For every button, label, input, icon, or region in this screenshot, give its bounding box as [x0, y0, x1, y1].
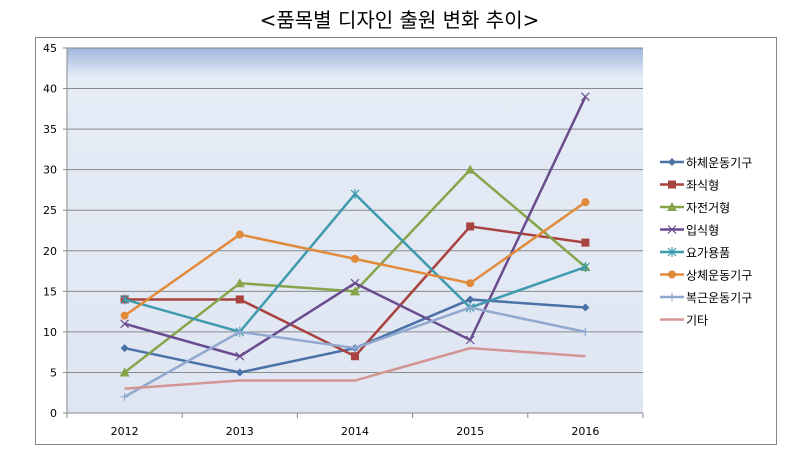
plus-marker	[120, 392, 129, 401]
chart-frame	[35, 37, 777, 445]
legend-item: 좌식형	[660, 179, 719, 193]
square-marker	[668, 180, 676, 189]
x-marker	[120, 319, 130, 329]
triangle-marker	[465, 164, 476, 174]
diamond-marker	[581, 303, 590, 312]
plus-marker	[466, 303, 475, 312]
y-tick-label: 5	[50, 366, 57, 379]
square-marker	[351, 352, 359, 361]
legend-label: 좌식형	[686, 179, 719, 193]
circle-marker	[235, 230, 244, 239]
legend-item: 복근운동기구	[660, 291, 752, 305]
diamond-marker	[668, 158, 676, 166]
x-tick-label: 2013	[226, 425, 254, 438]
triangle-marker	[234, 278, 245, 288]
series-5	[120, 189, 590, 337]
plus-marker	[668, 293, 676, 301]
y-tick-label: 30	[43, 164, 57, 177]
series-4	[120, 92, 590, 361]
square-marker	[235, 295, 244, 304]
triangle-marker	[667, 202, 677, 211]
x-tick-label: 2014	[341, 425, 369, 438]
square-marker	[581, 238, 590, 247]
series-7	[120, 303, 590, 401]
legend-label: 자전거형	[686, 201, 730, 215]
x-marker	[667, 225, 677, 234]
legend-item: 기타	[660, 314, 708, 328]
diamond-marker	[120, 344, 129, 353]
diamond-marker	[466, 295, 475, 304]
circle-marker	[668, 270, 676, 279]
legend-label: 기타	[686, 314, 708, 328]
series-line	[124, 346, 586, 390]
y-tick-label: 45	[43, 42, 57, 55]
plus-marker	[351, 344, 359, 353]
circle-marker	[581, 198, 590, 207]
y-tick-label: 35	[43, 123, 57, 136]
asterisk-marker	[120, 294, 130, 305]
x-marker	[235, 351, 245, 361]
legend-label: 요가용품	[686, 246, 730, 260]
x-tick-label: 2016	[571, 425, 599, 438]
circle-marker	[466, 279, 475, 288]
y-tick-label: 25	[43, 204, 57, 217]
legend-item: 입식형	[660, 224, 719, 238]
circle-marker	[120, 311, 129, 320]
series-8	[124, 346, 586, 390]
triangle-marker	[350, 286, 360, 296]
circle-marker	[351, 254, 359, 263]
plus-marker	[581, 327, 590, 336]
x-tick-label: 2012	[111, 425, 139, 438]
legend-item: 상체운동기구	[660, 269, 752, 283]
x-marker	[465, 335, 475, 345]
x-marker	[350, 278, 360, 288]
diamond-marker	[235, 368, 244, 377]
legend-label: 상체운동기구	[686, 269, 752, 283]
legend-item: 하체운동기구	[660, 156, 752, 170]
asterisk-marker	[350, 189, 360, 199]
y-tick-label: 10	[43, 326, 57, 339]
legend-label: 입식형	[686, 224, 719, 238]
y-tick-label: 15	[43, 285, 57, 298]
square-marker	[466, 222, 475, 231]
series-6	[120, 198, 590, 320]
y-tick-label: 20	[43, 245, 57, 258]
chart-title: <품목별 디자인 출원 변화 추이>	[259, 8, 540, 32]
x-marker	[580, 92, 590, 102]
asterisk-marker	[580, 262, 590, 272]
x-tick-label: 2015	[456, 425, 484, 438]
y-tick-label: 0	[50, 407, 57, 420]
y-tick-label: 40	[43, 83, 57, 96]
triangle-marker	[119, 367, 130, 377]
plus-marker	[235, 327, 244, 336]
legend-label: 하체운동기구	[686, 156, 752, 170]
legend-item: 자전거형	[660, 201, 730, 215]
legend-item: 요가용품	[660, 246, 730, 260]
legend-label: 복근운동기구	[686, 291, 752, 305]
asterisk-marker	[667, 247, 677, 257]
